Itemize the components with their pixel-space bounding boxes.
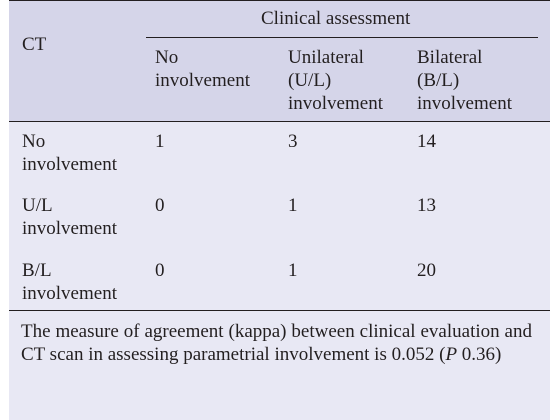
row-label-bilateral: B/L involvement xyxy=(22,260,117,304)
row-label-no-involvement: No involvement xyxy=(22,131,117,175)
bottom-rule xyxy=(9,310,550,311)
header-rule xyxy=(9,121,550,122)
p-value: 0.36) xyxy=(457,344,502,365)
table-cell: 1 xyxy=(288,195,298,216)
table-cell: 1 xyxy=(288,260,298,281)
column-header-unilateral: Unilateral (U/L) involvement xyxy=(288,47,383,114)
table-cell: 1 xyxy=(155,131,165,152)
table-cell: 3 xyxy=(288,131,298,152)
table-cell: 13 xyxy=(417,195,436,216)
spanner-rule xyxy=(146,37,538,38)
table-body-band xyxy=(9,121,550,310)
column-header-bilateral: Bilateral (B/L) involvement xyxy=(417,47,512,114)
column-header-no-involvement: No involvement xyxy=(155,47,250,91)
footnote-text: The measure of agreement (kappa) between… xyxy=(21,321,532,365)
table-cell: 0 xyxy=(155,260,165,281)
table-cell: 14 xyxy=(417,131,436,152)
table-cell: 0 xyxy=(155,195,165,216)
spanner-header: Clinical assessment xyxy=(261,8,411,29)
table-footnote-band xyxy=(9,310,550,420)
stub-header: CT xyxy=(22,34,47,55)
table-footnote: The measure of agreement (kappa) between… xyxy=(21,320,532,366)
table-cell: 20 xyxy=(417,260,436,281)
row-label-unilateral: U/L involvement xyxy=(22,195,117,239)
top-rule xyxy=(9,0,550,1)
p-value-label: P xyxy=(445,344,458,365)
table-header-band xyxy=(9,0,550,121)
